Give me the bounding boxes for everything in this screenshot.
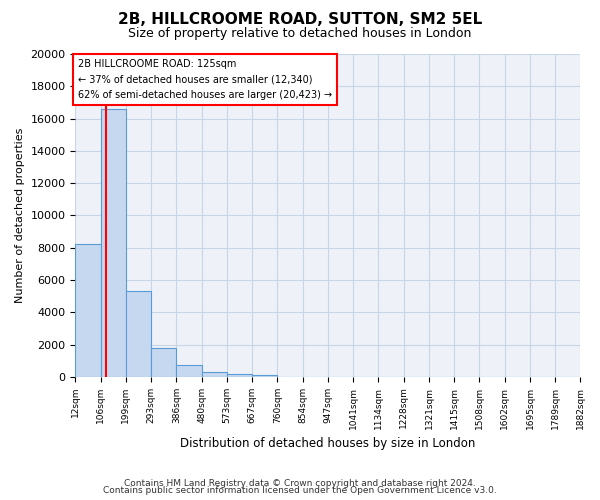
Bar <box>176 364 202 377</box>
Bar <box>76 244 101 377</box>
Bar <box>101 109 126 377</box>
Bar <box>227 374 253 377</box>
X-axis label: Distribution of detached houses by size in London: Distribution of detached houses by size … <box>180 437 476 450</box>
Bar <box>253 375 277 377</box>
Text: Size of property relative to detached houses in London: Size of property relative to detached ho… <box>128 28 472 40</box>
Y-axis label: Number of detached properties: Number of detached properties <box>15 128 25 303</box>
Bar <box>151 348 176 377</box>
Bar <box>126 292 151 377</box>
Text: Contains public sector information licensed under the Open Government Licence v3: Contains public sector information licen… <box>103 486 497 495</box>
Text: Contains HM Land Registry data © Crown copyright and database right 2024.: Contains HM Land Registry data © Crown c… <box>124 478 476 488</box>
Bar <box>202 372 227 377</box>
Text: 2B HILLCROOME ROAD: 125sqm
← 37% of detached houses are smaller (12,340)
62% of : 2B HILLCROOME ROAD: 125sqm ← 37% of deta… <box>77 59 332 100</box>
Text: 2B, HILLCROOME ROAD, SUTTON, SM2 5EL: 2B, HILLCROOME ROAD, SUTTON, SM2 5EL <box>118 12 482 28</box>
